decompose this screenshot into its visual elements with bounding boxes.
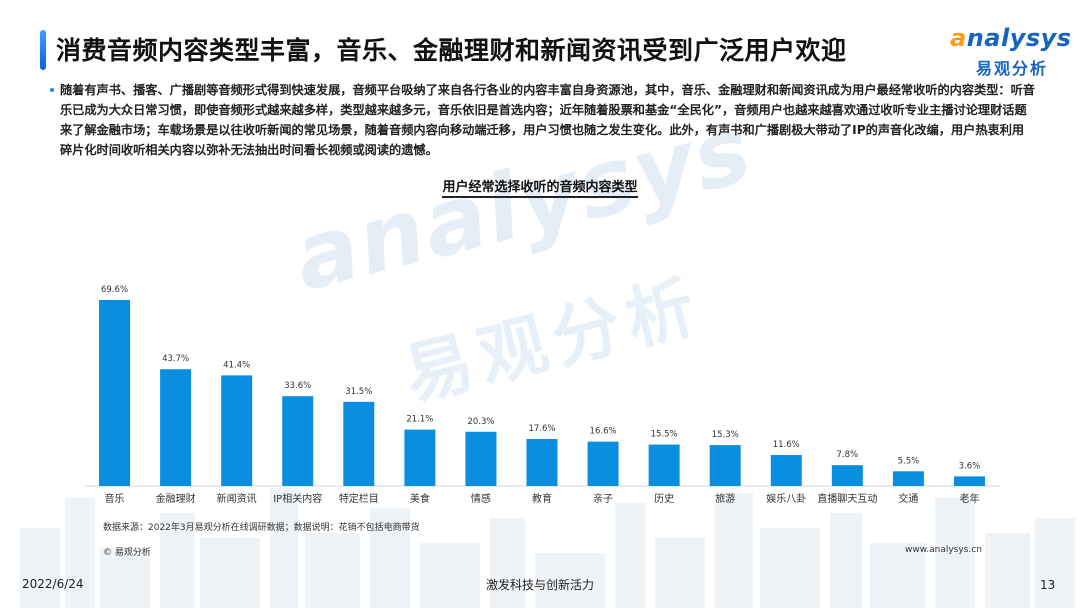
- data-label-0: 69.6%: [101, 285, 128, 295]
- logo-wordmark-a: a: [950, 24, 967, 52]
- logo-wordmark: analysys: [950, 24, 1072, 52]
- category-label-9: 历史: [654, 493, 674, 505]
- page-title: 消费音频内容类型丰富，音乐、金融理财和新闻资讯受到广泛用户欢迎: [56, 36, 847, 65]
- category-label-1: 金融理财: [156, 492, 196, 505]
- bullet-dot-icon: [50, 88, 54, 92]
- category-label-7: 教育: [532, 492, 552, 505]
- bar-8: [587, 441, 619, 486]
- bar-11: [770, 455, 802, 486]
- title-accent-bar: [40, 30, 46, 70]
- data-label-13: 5.5%: [898, 456, 920, 466]
- summary-paragraph: 随着有声书、播客、广播剧等音频形式得到快速发展，音频平台吸纳了来自各行各业的内容…: [60, 83, 1035, 157]
- category-label-3: IP相关内容: [273, 492, 322, 505]
- category-label-0: 音乐: [105, 492, 125, 505]
- category-label-10: 旅游: [715, 492, 735, 505]
- data-label-14: 3.6%: [959, 461, 981, 471]
- category-label-4: 特定栏目: [339, 492, 379, 505]
- bar-6: [465, 431, 497, 486]
- bar-12: [831, 465, 863, 486]
- copyright: © 易观分析: [103, 548, 151, 558]
- data-label-3: 33.6%: [284, 381, 311, 391]
- logo-cn: 易观分析: [976, 59, 1049, 78]
- brand-logo: analysys 易观分析: [950, 24, 1071, 78]
- data-label-4: 31.5%: [345, 387, 372, 397]
- category-label-5: 美食: [410, 492, 430, 505]
- data-label-5: 21.1%: [406, 415, 433, 425]
- page-number: 13: [1040, 578, 1056, 592]
- category-label-12: 直播聊天互动: [817, 492, 877, 505]
- data-label-7: 17.6%: [528, 424, 555, 434]
- data-label-8: 16.6%: [590, 427, 617, 437]
- chart-title-text: 用户经常选择收听的音频内容类型: [442, 180, 638, 198]
- bar-3: [282, 396, 314, 486]
- bar-7: [526, 438, 558, 486]
- bar-4: [343, 401, 375, 486]
- data-label-10: 15.3%: [712, 430, 739, 440]
- bar-1: [160, 369, 192, 486]
- data-label-9: 15.5%: [651, 430, 678, 440]
- bar-0: [99, 300, 131, 486]
- category-label-8: 亲子: [593, 492, 613, 505]
- category-label-14: 老年: [959, 492, 979, 505]
- report-date: 2022/6/24: [22, 577, 84, 591]
- bar-10: [709, 445, 741, 486]
- bar-2: [221, 375, 253, 486]
- footer-slogan: 激发科技与创新活力: [485, 578, 594, 592]
- data-label-6: 20.3%: [467, 417, 494, 427]
- category-label-11: 娱乐八卦: [766, 492, 806, 505]
- bar-13: [892, 471, 924, 486]
- bar-5: [404, 429, 436, 486]
- bar-9: [648, 444, 680, 486]
- data-source-note: 数据来源：2022年3月易观分析在线调研数据；数据说明：花销不包括电商带货: [103, 523, 420, 533]
- chart-title: 用户经常选择收听的音频内容类型: [0, 176, 1080, 198]
- website-link[interactable]: www.analysys.cn: [905, 545, 982, 555]
- data-label-2: 41.4%: [223, 360, 250, 370]
- category-label-2: 新闻资讯: [217, 492, 257, 505]
- bar-14: [953, 476, 985, 486]
- data-label-1: 43.7%: [162, 354, 189, 364]
- data-label-11: 11.6%: [773, 440, 800, 450]
- data-label-12: 7.8%: [837, 450, 859, 460]
- logo-wordmark-rest: nalysys: [966, 24, 1072, 52]
- category-label-6: 情感: [471, 492, 491, 505]
- category-label-13: 交通: [898, 492, 918, 505]
